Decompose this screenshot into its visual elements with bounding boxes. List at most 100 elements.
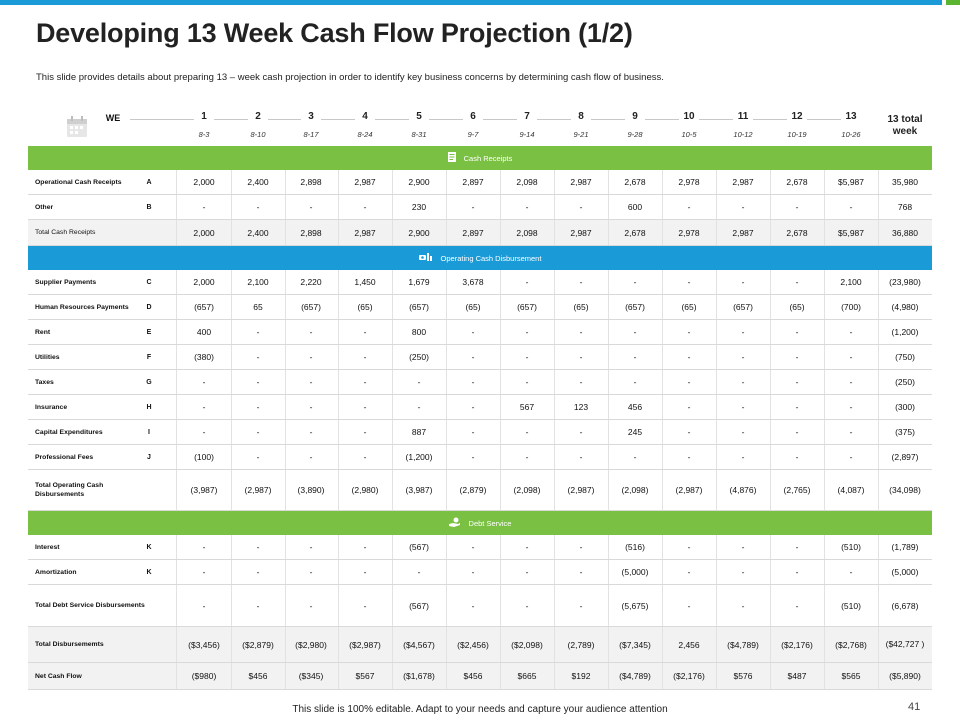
section-operating-disbursement: Operating Cash Disbursement: [28, 246, 932, 270]
value-cell: -: [309, 377, 313, 387]
value-cell: ($345): [298, 671, 324, 681]
value-cell: -: [849, 452, 853, 462]
column-separator: [176, 220, 177, 245]
value-cell: -: [417, 567, 421, 577]
column-separator: [662, 295, 663, 319]
value-cell: (657): [733, 302, 753, 312]
value-cell: 2,456: [678, 639, 700, 650]
value-cell: (657): [517, 302, 537, 312]
value-cell: 2,000: [193, 227, 215, 238]
column-separator: [878, 270, 879, 294]
column-separator: [500, 585, 501, 626]
column-separator: [231, 270, 232, 294]
column-separator: [554, 585, 555, 626]
value-cell: 3,678: [462, 277, 484, 287]
row-code: K: [146, 543, 152, 551]
value-cell: ($4,789): [727, 639, 759, 650]
timeline-connector: [429, 119, 463, 120]
value-cell: 2,678: [786, 177, 808, 187]
column-separator: [716, 445, 717, 469]
week-number: 10: [683, 111, 695, 122]
value-cell: -: [579, 427, 583, 437]
value-cell: -: [633, 452, 637, 462]
column-separator: [878, 420, 879, 444]
value-cell: (380): [194, 352, 214, 362]
column-separator: [231, 220, 232, 245]
week-date: 10-19: [787, 130, 807, 139]
value-cell: -: [849, 202, 853, 212]
column-separator: [285, 560, 286, 584]
table-row-interest: Interest K - - - - (567) - - - (516) - - - (510) (1,789…: [28, 535, 932, 560]
value-cell: -: [741, 202, 745, 212]
value-cell: -: [795, 277, 799, 287]
total-cell: (34,098): [889, 485, 921, 495]
column-separator: [500, 560, 501, 584]
column-separator: [446, 170, 447, 194]
hand-coin-icon: [448, 517, 461, 529]
column-separator: [716, 627, 717, 662]
column-separator: [608, 560, 609, 584]
column-separator: [824, 320, 825, 344]
column-separator: [824, 295, 825, 319]
total-cell: (23,980): [889, 277, 921, 287]
column-separator: [878, 585, 879, 626]
column-separator: [231, 170, 232, 194]
value-cell: -: [525, 567, 529, 577]
value-cell: (65): [465, 302, 481, 312]
row-code: G: [146, 378, 152, 386]
column-separator: [662, 470, 663, 510]
value-cell: -: [849, 402, 853, 412]
column-separator: [446, 585, 447, 626]
column-separator: [878, 320, 879, 344]
value-cell: -: [579, 567, 583, 577]
week-date: 8-3: [198, 130, 210, 139]
value-cell: 2,098: [516, 227, 538, 238]
value-cell: -: [579, 327, 583, 337]
column-separator: [176, 195, 177, 219]
column-separator: [878, 345, 879, 369]
column-separator: [285, 445, 286, 469]
value-cell: 2,987: [354, 227, 376, 238]
column-separator: [554, 395, 555, 419]
value-cell: $456: [463, 671, 483, 681]
column-separator: [662, 270, 663, 294]
value-cell: 2,987: [732, 177, 754, 187]
value-cell: -: [741, 277, 745, 287]
value-cell: 2,400: [247, 177, 269, 187]
value-cell: -: [309, 567, 313, 577]
section-debt-service: Debt Service: [28, 511, 932, 535]
value-cell: 123: [573, 402, 589, 412]
value-cell: $487: [787, 671, 807, 681]
page-title: Developing 13 Week Cash Flow Projection …: [36, 18, 633, 48]
column-separator: [554, 470, 555, 510]
column-separator: [716, 535, 717, 559]
column-separator: [716, 295, 717, 319]
week-number: 6: [470, 111, 476, 122]
value-cell: -: [579, 600, 583, 611]
value-cell: -: [579, 377, 583, 387]
column-separator: [554, 345, 555, 369]
column-separator: [446, 560, 447, 584]
value-cell: -: [256, 377, 260, 387]
week-number: 12: [791, 111, 803, 122]
column-separator: [500, 195, 501, 219]
column-separator: [285, 470, 286, 510]
column-separator: [338, 663, 339, 689]
column-separator: [231, 420, 232, 444]
table-row-utilities: Utilities F (380) - - - (250) - - - - - - - - (750): [28, 345, 932, 370]
value-cell: (567): [409, 542, 429, 552]
value-cell: (510): [841, 600, 861, 611]
column-separator: [608, 470, 609, 510]
column-separator: [662, 345, 663, 369]
value-cell: -: [363, 452, 367, 462]
column-separator: [446, 195, 447, 219]
column-separator: [878, 195, 879, 219]
column-separator: [608, 270, 609, 294]
total-cell: 35,980: [892, 177, 918, 187]
table-row-amortization: Amortization K - - - - - - - - (5,000) - - - - (5,000): [28, 560, 932, 585]
value-cell: -: [687, 352, 691, 362]
value-cell: (657): [194, 302, 214, 312]
value-cell: 2,987: [732, 227, 754, 238]
total-cell: 36,880: [892, 227, 918, 238]
column-separator: [338, 370, 339, 394]
